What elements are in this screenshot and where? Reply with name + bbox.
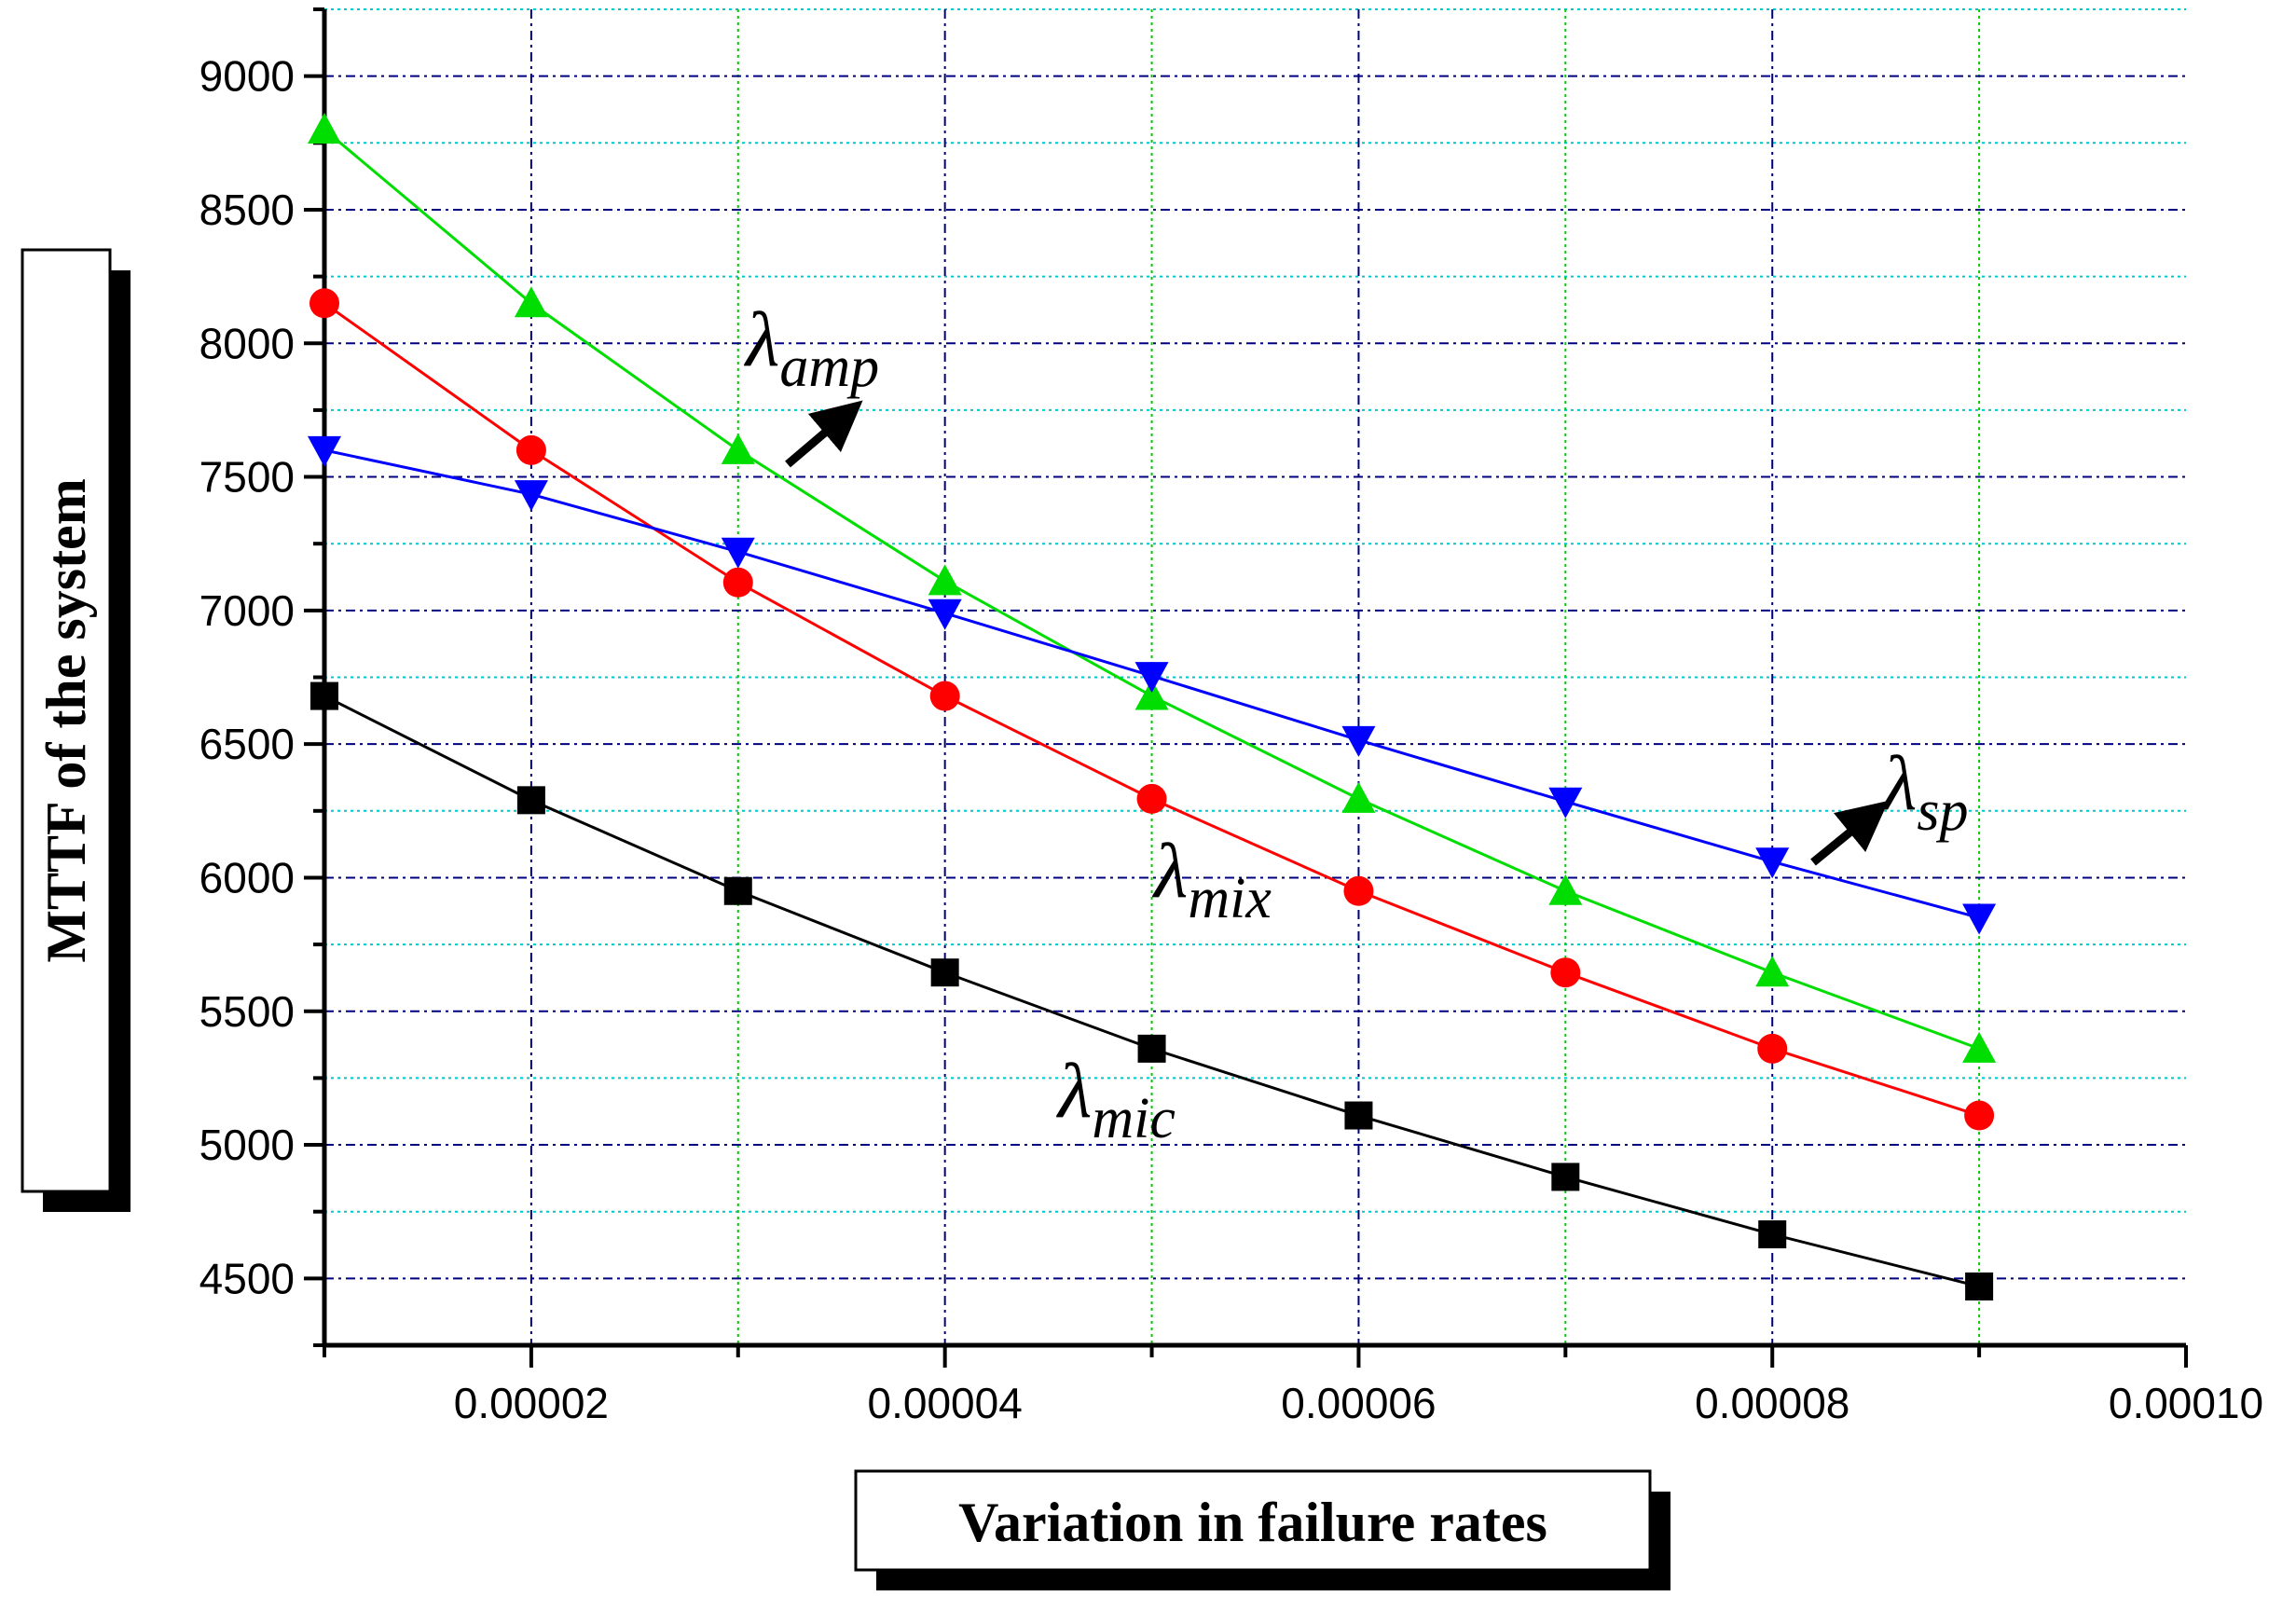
data-point-mix bbox=[1550, 957, 1581, 988]
y-tick-label: 6000 bbox=[199, 853, 295, 901]
data-point-mic bbox=[930, 958, 959, 987]
lambda-symbol: λ bbox=[1880, 740, 1917, 827]
series-label-mic: λmic bbox=[1055, 1048, 1175, 1150]
data-point-mix bbox=[516, 434, 546, 465]
series-label-mix: λmix bbox=[1151, 828, 1272, 930]
data-point-mic bbox=[310, 681, 338, 710]
data-point-amp bbox=[308, 112, 341, 144]
data-point-amp bbox=[1134, 679, 1169, 710]
y-axis-title: MTTF of the system bbox=[35, 478, 97, 962]
data-point-sp bbox=[308, 435, 341, 467]
lambda-symbol: λ bbox=[1055, 1048, 1092, 1135]
y-tick-label: 8000 bbox=[199, 319, 295, 367]
series-mix bbox=[309, 288, 1995, 1131]
data-point-sp bbox=[514, 480, 548, 512]
y-tick-label: 5500 bbox=[199, 987, 295, 1036]
annotation-arrow-amp bbox=[785, 400, 863, 468]
y-tick-label: 7500 bbox=[199, 453, 295, 502]
series-amp bbox=[308, 112, 1997, 1063]
data-point-mix bbox=[1343, 875, 1374, 906]
x-axis-title: Variation in failure rates bbox=[958, 1492, 1547, 1553]
x-tick-label: 0.00002 bbox=[454, 1379, 609, 1427]
data-point-mix bbox=[1136, 783, 1167, 814]
y-tick-label: 5000 bbox=[199, 1121, 295, 1169]
data-point-mix bbox=[309, 288, 339, 319]
data-point-mic bbox=[1965, 1272, 1994, 1300]
series-label-sp: λsp bbox=[1880, 740, 1969, 843]
series bbox=[308, 112, 1997, 1300]
data-point-mic bbox=[1344, 1101, 1373, 1130]
x-tick-label: 0.00008 bbox=[1695, 1379, 1849, 1427]
series-mic bbox=[310, 681, 1994, 1300]
data-point-mix bbox=[929, 681, 960, 711]
data-point-amp bbox=[1548, 874, 1583, 905]
data-point-mix bbox=[722, 567, 753, 598]
data-point-amp bbox=[1755, 956, 1790, 987]
subscript: amp bbox=[779, 336, 879, 399]
data-point-amp bbox=[514, 286, 548, 318]
series-label-amp: λamp bbox=[743, 296, 879, 399]
x-tick-label: 0.00006 bbox=[1281, 1379, 1436, 1427]
y-tick-label: 4500 bbox=[199, 1254, 295, 1302]
data-point-amp bbox=[1962, 1031, 1997, 1063]
y-tick-label: 6500 bbox=[199, 720, 295, 768]
data-point-amp bbox=[1341, 781, 1376, 813]
data-point-mix bbox=[1757, 1033, 1788, 1064]
lambda-symbol: λ bbox=[1151, 828, 1188, 915]
data-point-mic bbox=[1137, 1034, 1166, 1063]
data-point-sp bbox=[1341, 725, 1376, 757]
subscript: mix bbox=[1188, 867, 1272, 930]
data-point-sp bbox=[1548, 787, 1583, 819]
data-point-mic bbox=[516, 786, 545, 815]
data-point-sp bbox=[1755, 847, 1790, 879]
x-axis-title-box: Variation in failure rates bbox=[854, 1469, 1670, 1590]
data-point-mix bbox=[1964, 1100, 1995, 1131]
data-point-amp bbox=[928, 564, 962, 596]
axes: 4500 5000 5500 6000 6500 7000 7500 8000 8500 9000… bbox=[199, 7, 2263, 1427]
data-point-sp bbox=[1134, 662, 1169, 694]
data-point-mic bbox=[723, 876, 752, 905]
x-tick-label: 0.00010 bbox=[2109, 1379, 2263, 1427]
lambda-symbol: λ bbox=[743, 296, 779, 383]
grid bbox=[324, 8, 2186, 1345]
x-tick-label: 0.00004 bbox=[868, 1379, 1023, 1427]
y-tick-label: 7000 bbox=[199, 586, 295, 635]
y-tick-label: 9000 bbox=[199, 52, 295, 101]
annotation-arrow-sp bbox=[1810, 800, 1889, 866]
data-point-amp bbox=[721, 433, 755, 464]
subscript: sp bbox=[1917, 779, 1968, 843]
data-point-sp bbox=[928, 599, 962, 630]
series-sp bbox=[308, 435, 1997, 935]
data-point-mic bbox=[1551, 1163, 1580, 1191]
data-point-sp bbox=[1962, 903, 1997, 935]
data-point-mic bbox=[1758, 1220, 1787, 1249]
subscript: mic bbox=[1092, 1087, 1175, 1150]
y-tick-label: 8500 bbox=[199, 186, 295, 234]
data-point-sp bbox=[721, 537, 755, 569]
y-axis-title-box: MTTF of the system bbox=[21, 248, 131, 1212]
